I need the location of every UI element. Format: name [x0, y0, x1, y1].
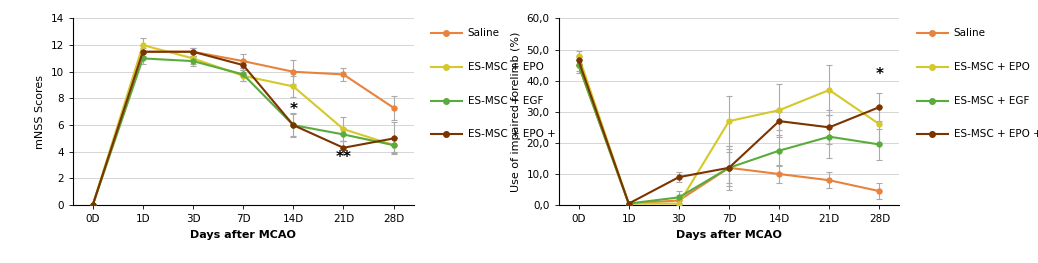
- ES-MSC + EGF: [623, 202, 635, 205]
- Y-axis label: mNSS Scores: mNSS Scores: [35, 75, 45, 149]
- ES-MSC + EPO: [823, 88, 836, 92]
- ES-MSC + EPO + EGF: [673, 176, 685, 179]
- Line: ES-MSC + EPO: ES-MSC + EPO: [576, 53, 882, 206]
- ES-MSC + EPO: [237, 74, 249, 77]
- Text: *: *: [875, 67, 883, 82]
- ES-MSC + EPO + EGF: [237, 64, 249, 67]
- ES-MSC + EGF: [337, 133, 350, 136]
- Text: ES-MSC + EPO + EGF: ES-MSC + EPO + EGF: [954, 129, 1038, 139]
- ES-MSC + EPO: [673, 202, 685, 205]
- Text: Saline: Saline: [468, 28, 500, 38]
- Line: ES-MSC + EPO + EGF: ES-MSC + EPO + EGF: [90, 49, 397, 208]
- Saline: [722, 166, 735, 169]
- Line: Saline: Saline: [90, 49, 397, 208]
- ES-MSC + EPO + EGF: [288, 124, 300, 127]
- ES-MSC + EPO: [873, 123, 885, 126]
- ES-MSC + EPO + EGF: [773, 119, 786, 123]
- ES-MSC + EPO + EGF: [387, 137, 400, 140]
- Saline: [873, 190, 885, 193]
- ES-MSC + EGF: [288, 124, 300, 127]
- Saline: [823, 179, 836, 182]
- ES-MSC + EPO: [187, 57, 199, 60]
- Text: **: **: [335, 150, 352, 165]
- Text: ES-MSC + EPO + EGF: ES-MSC + EPO + EGF: [468, 129, 579, 139]
- ES-MSC + EPO + EGF: [86, 204, 99, 207]
- Line: ES-MSC + EPO + EGF: ES-MSC + EPO + EGF: [576, 58, 882, 206]
- ES-MSC + EGF: [873, 143, 885, 146]
- ES-MSC + EPO: [572, 54, 584, 57]
- ES-MSC + EPO: [387, 144, 400, 147]
- Saline: [137, 50, 149, 53]
- ES-MSC + EGF: [137, 57, 149, 60]
- ES-MSC + EPO: [288, 85, 300, 88]
- ES-MSC + EGF: [572, 64, 584, 67]
- ES-MSC + EPO + EGF: [722, 166, 735, 169]
- Text: *: *: [290, 102, 297, 117]
- ES-MSC + EPO + EGF: [337, 146, 350, 149]
- Saline: [237, 59, 249, 63]
- ES-MSC + EPO + EGF: [572, 59, 584, 62]
- ES-MSC + EPO + EGF: [187, 50, 199, 53]
- ES-MSC + EGF: [823, 135, 836, 138]
- ES-MSC + EGF: [86, 204, 99, 207]
- ES-MSC + EGF: [722, 166, 735, 169]
- ES-MSC + EPO: [623, 202, 635, 205]
- ES-MSC + EGF: [237, 73, 249, 76]
- Saline: [387, 106, 400, 109]
- Saline: [572, 64, 584, 67]
- Saline: [288, 70, 300, 73]
- ES-MSC + EPO + EGF: [137, 50, 149, 53]
- Saline: [86, 204, 99, 207]
- Text: ES-MSC + EGF: ES-MSC + EGF: [954, 95, 1029, 105]
- X-axis label: Days after MCAO: Days after MCAO: [190, 230, 296, 240]
- Saline: [623, 202, 635, 205]
- Line: ES-MSC + EGF: ES-MSC + EGF: [576, 62, 882, 206]
- ES-MSC + EGF: [673, 196, 685, 199]
- Saline: [773, 173, 786, 176]
- ES-MSC + EPO: [722, 119, 735, 123]
- Line: Saline: Saline: [576, 62, 882, 206]
- Text: ES-MSC + EGF: ES-MSC + EGF: [468, 95, 543, 105]
- ES-MSC + EGF: [187, 59, 199, 63]
- ES-MSC + EPO: [86, 204, 99, 207]
- ES-MSC + EPO + EGF: [623, 202, 635, 205]
- ES-MSC + EPO: [773, 109, 786, 112]
- Saline: [337, 73, 350, 76]
- ES-MSC + EPO + EGF: [823, 126, 836, 129]
- Saline: [673, 199, 685, 202]
- Saline: [187, 50, 199, 53]
- ES-MSC + EPO: [337, 128, 350, 131]
- ES-MSC + EPO + EGF: [873, 105, 885, 109]
- Text: Saline: Saline: [954, 28, 986, 38]
- Line: ES-MSC + EPO: ES-MSC + EPO: [90, 42, 397, 208]
- Y-axis label: Use of impaired forelimb (%): Use of impaired forelimb (%): [511, 32, 521, 192]
- ES-MSC + EPO: [137, 43, 149, 47]
- Text: ES-MSC + EPO: ES-MSC + EPO: [954, 62, 1030, 72]
- ES-MSC + EGF: [773, 149, 786, 152]
- ES-MSC + EGF: [387, 144, 400, 147]
- Line: ES-MSC + EGF: ES-MSC + EGF: [90, 56, 397, 208]
- Text: ES-MSC + EPO: ES-MSC + EPO: [468, 62, 544, 72]
- X-axis label: Days after MCAO: Days after MCAO: [676, 230, 782, 240]
